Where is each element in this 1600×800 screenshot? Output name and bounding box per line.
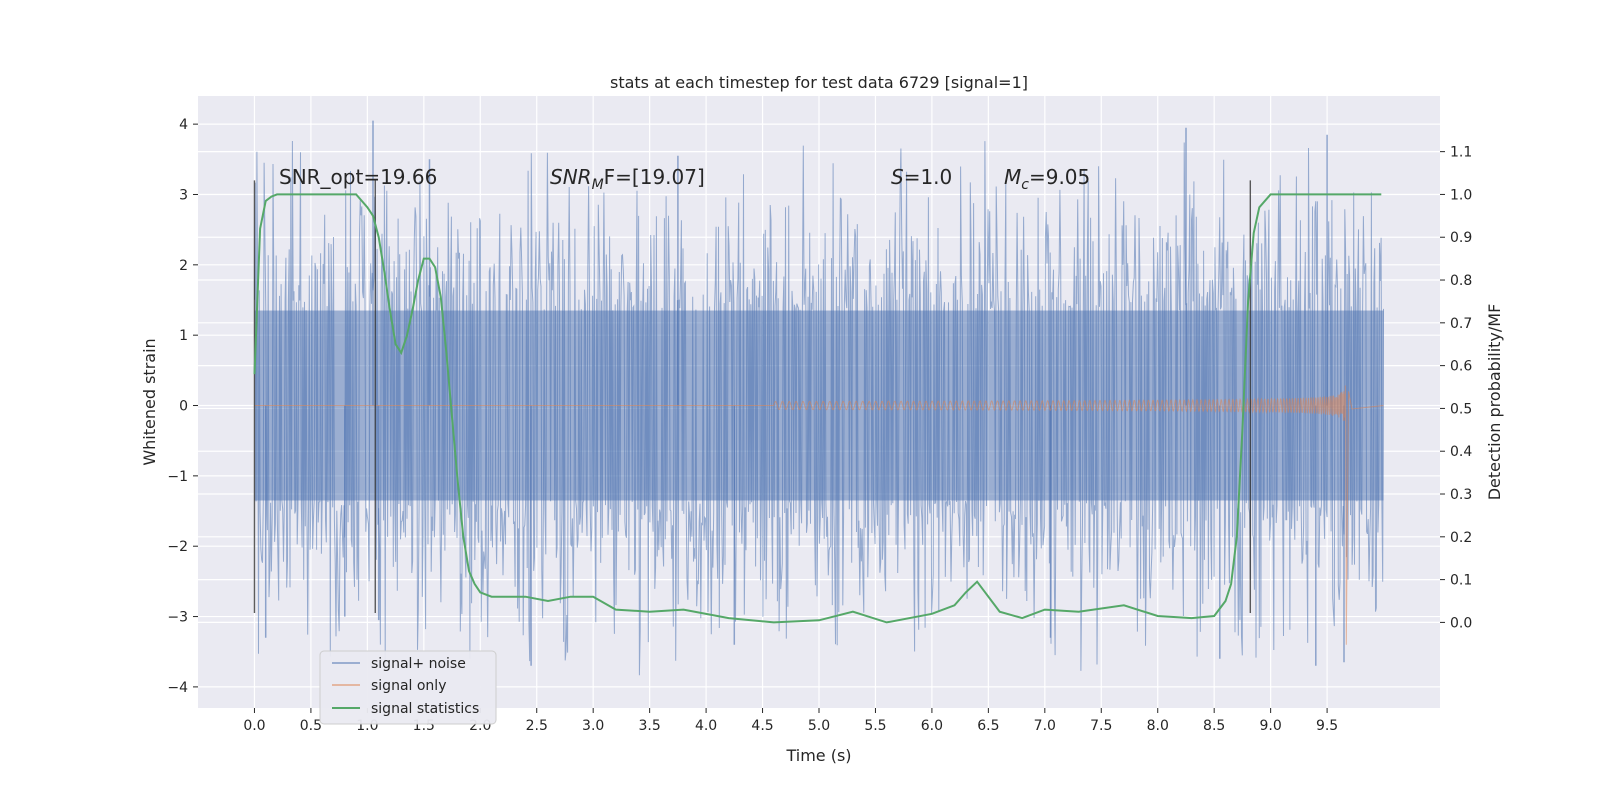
y-tick-label: 0 [179,399,188,415]
y2-tick-label: 1.0 [1450,187,1472,203]
x-tick-label: 4.0 [695,718,717,734]
y2-tick-label: 0.3 [1450,487,1472,503]
mc-annotation: Mc=9.05 [1004,165,1090,193]
y-tick-label: 1 [179,328,188,344]
snr-mf-annotation: SNRMF=[19.07] [550,165,705,193]
x-tick-label: 3.0 [582,718,604,734]
x-tick-label: 7.0 [1034,718,1056,734]
legend-label-signal-only: signal only [371,678,446,694]
y-tick-label: −4 [167,680,188,696]
y-tick-label: −2 [167,539,188,555]
signal-series [254,385,1384,645]
x-tick-label: 2.5 [526,718,548,734]
x-tick-label: 8.0 [1147,718,1169,734]
snr-mf-value: F=[19.07] [604,165,705,189]
x-tick-label: 0.0 [243,718,265,734]
y2-axis-label: Detection probability/MF [1485,304,1504,501]
y2-tick-label: 0.1 [1450,573,1472,589]
y2-tick-label: 0.0 [1450,615,1472,631]
x-tick-label: 4.5 [751,718,773,734]
y-axis-label: Whitened strain [140,338,159,465]
legend-label-signal-noise: signal+ noise [371,656,466,672]
legend-label-signal-statistics: signal statistics [371,701,479,717]
x-tick-label: 5.5 [864,718,886,734]
y-tick-label: 4 [179,117,188,133]
tick-labels: 0.0 0.5 1.0 1.5 2.0 2.5 3.0 3.5 4.0 4.5 5.0 5.5 6.0 6… [167,117,1472,734]
y2-tick-label: 0.5 [1450,401,1472,417]
y2-tick-label: 0.8 [1450,273,1472,289]
y-tick-label: −1 [167,469,188,485]
s-value: =1.0 [904,165,953,189]
statistics-line [253,193,1382,624]
snr-mf-name: SNR [550,165,592,189]
snr-mf-subscript: M [592,177,604,193]
x-tick-label: 3.5 [639,718,661,734]
vertical-markers [253,180,1252,614]
mc-subscript: c [1021,177,1029,193]
mc-name: M [1004,165,1021,189]
x-tick-label: 5.0 [808,718,830,734]
y2-tick-label: 0.2 [1450,530,1472,546]
y2-tick-label: 0.9 [1450,230,1472,246]
s-name: S [891,165,904,189]
x-tick-label: 9.0 [1260,718,1282,734]
legend-box [319,650,497,725]
legend: signal+ noise signal only signal statist… [319,650,497,725]
x-tick-label: 9.5 [1316,718,1338,734]
x-tick-label: 6.5 [977,718,999,734]
x-axis-label: Time (s) [785,746,851,765]
y-tick-label: 2 [179,258,188,274]
statistics-series [253,193,1382,624]
y2-tick-label: 0.6 [1450,359,1472,375]
mc-value: =9.05 [1029,165,1090,189]
x-tick-label: 7.5 [1090,718,1112,734]
y-tick-label: −3 [167,610,188,626]
y2-tick-label: 0.7 [1450,316,1472,332]
signal-trace [254,385,1384,645]
y-tick-label: 3 [179,187,188,203]
chart-title: stats at each timestep for test data 672… [610,73,1028,92]
x-tick-label: 6.0 [921,718,943,734]
annotations: SNR_opt=19.66 SNRMF=[19.07] S=1.0 Mc=9.0… [279,165,1090,193]
s-annotation: S=1.0 [891,165,952,189]
noise-extremes [264,120,1345,666]
y2-tick-label: 0.4 [1450,444,1472,460]
snr-opt-annotation: SNR_opt=19.66 [279,165,437,189]
x-tick-label: 0.5 [300,718,322,734]
y2-tick-label: 1.1 [1450,145,1472,161]
x-tick-label: 8.5 [1203,718,1225,734]
